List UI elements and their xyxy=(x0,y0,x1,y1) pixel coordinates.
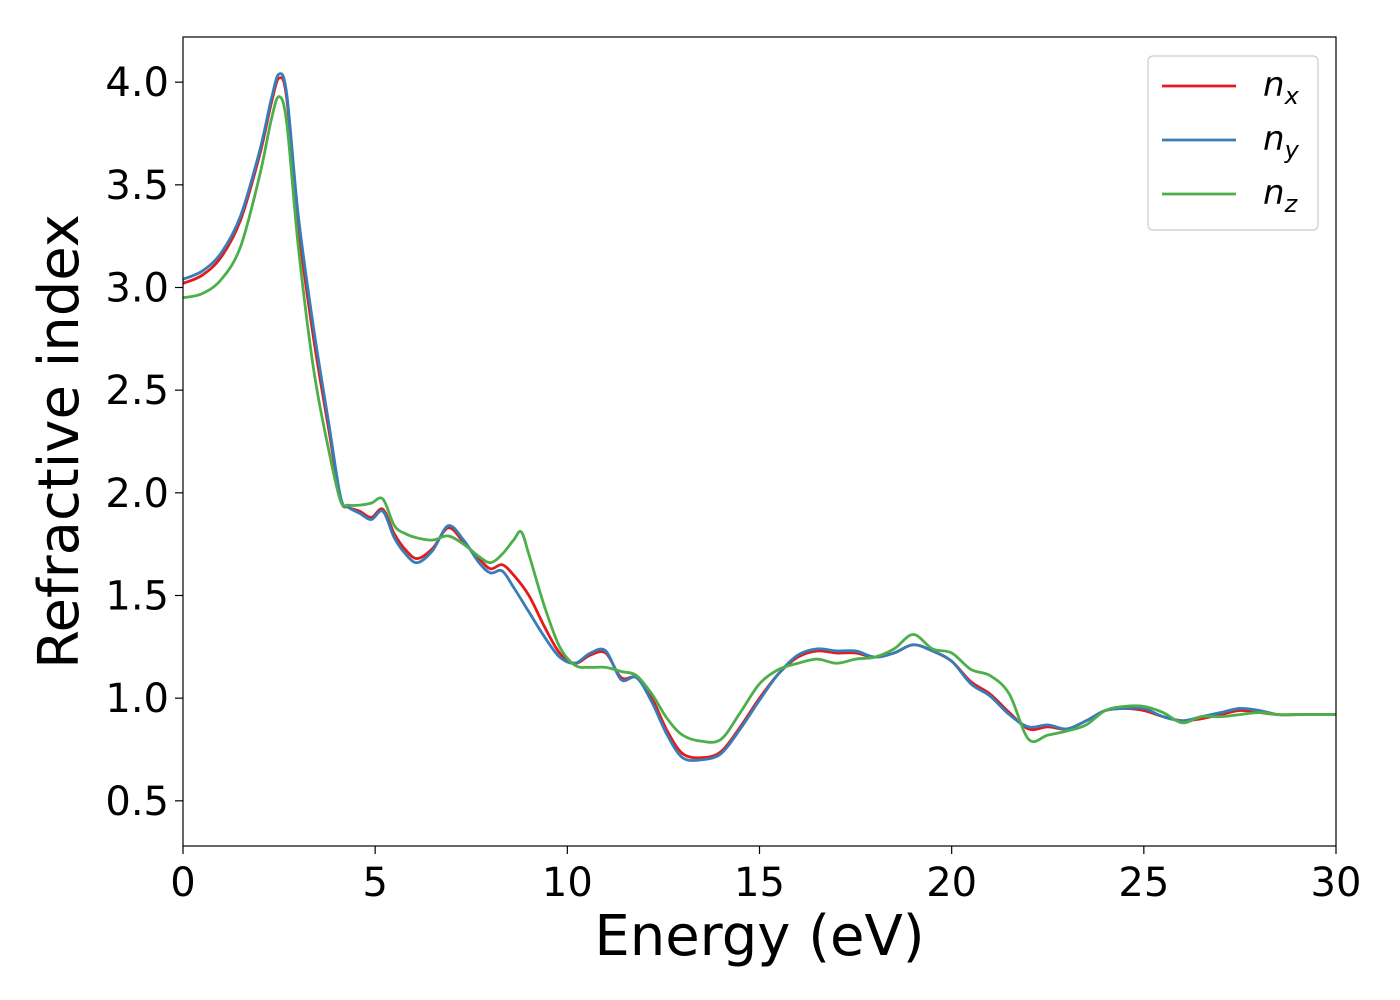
legend-label-n-z: nz xyxy=(1263,173,1299,218)
legend-label-n-x: nx xyxy=(1263,65,1300,110)
x-tick-label: 5 xyxy=(362,860,387,906)
legend-label-n-y: ny xyxy=(1263,119,1300,164)
x-axis-label: Energy (eV) xyxy=(594,904,924,969)
y-axis-label: Refractive index xyxy=(27,214,92,669)
y-tick-label: 4.0 xyxy=(105,60,169,106)
x-tick-label: 25 xyxy=(1118,860,1169,906)
legend: nx ny nz xyxy=(1147,55,1319,231)
legend-box xyxy=(1147,55,1319,231)
x-tick-label: 15 xyxy=(734,860,785,906)
y-tick-label: 2.5 xyxy=(105,368,169,414)
x-axis-ticks: 0 5 10 15 20 25 30 xyxy=(170,846,1361,906)
x-tick-label: 10 xyxy=(542,860,593,906)
x-tick-label: 30 xyxy=(1311,860,1362,906)
x-tick-label: 0 xyxy=(170,860,195,906)
y-tick-label: 3.0 xyxy=(105,266,169,312)
y-tick-label: 0.5 xyxy=(105,779,169,825)
y-axis-ticks: 0.5 1.0 1.5 2.0 2.5 3.0 3.5 4.0 xyxy=(105,60,183,825)
y-tick-label: 1.5 xyxy=(105,573,169,619)
y-tick-label: 2.0 xyxy=(105,471,169,517)
x-tick-label: 20 xyxy=(926,860,977,906)
y-tick-label: 1.0 xyxy=(105,676,169,722)
series-lines xyxy=(183,72,1336,762)
series-line-n-z xyxy=(183,95,1336,744)
y-tick-label: 3.5 xyxy=(105,163,169,209)
